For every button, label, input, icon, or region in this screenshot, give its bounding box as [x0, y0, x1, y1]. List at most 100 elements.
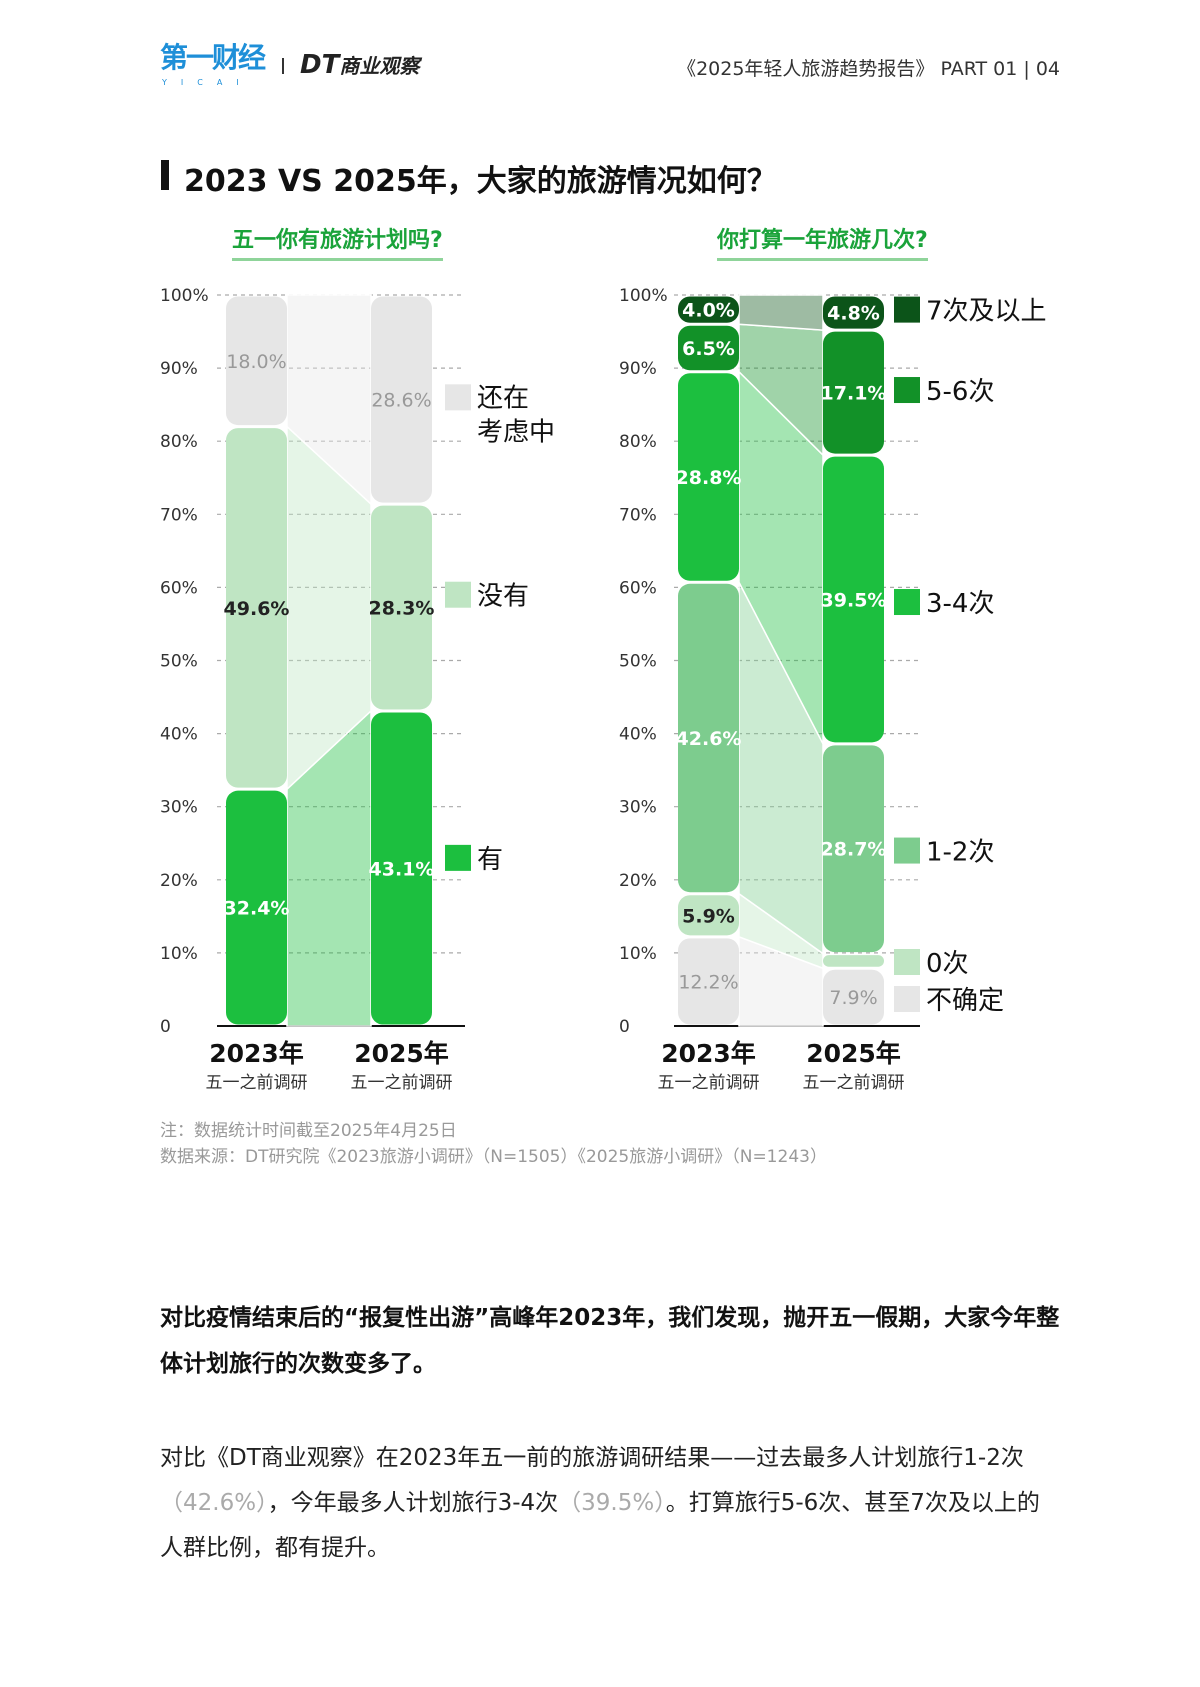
data-label: 28.7% — [821, 839, 887, 861]
data-label: 6.5% — [682, 338, 735, 360]
y-tick-label: 100% — [160, 286, 209, 306]
text: 。打算旅行5-6次、甚至7次及以上的人群比例，都有提升。 — [160, 1490, 1040, 1561]
bar-segment — [371, 296, 432, 503]
data-label: 42.6% — [676, 728, 742, 750]
y-tick-label: 40% — [619, 725, 657, 745]
legend-swatch — [445, 844, 471, 871]
bar-segment — [823, 331, 884, 454]
dt-logo: DT商业观察 — [300, 50, 419, 81]
data-label: 18.0% — [226, 351, 286, 373]
notes: 注：数据统计时间截至2025年4月25日 数据来源：DT研究院《2023旅游小调… — [160, 1118, 827, 1170]
data-label: 4.8% — [827, 303, 880, 325]
bar-segment — [371, 712, 432, 1025]
y-tick-label: 70% — [619, 505, 657, 525]
data-label: 5.9% — [682, 905, 735, 927]
text: 对比《DT商业观察》在2023年五一前的旅游调研结果——过去最多人计划旅行1-2… — [160, 1445, 1024, 1471]
y-tick-label: 0 — [619, 1017, 630, 1037]
title-marker — [161, 160, 169, 190]
value-note: （39.5%） — [558, 1490, 666, 1516]
bar-segment — [678, 296, 739, 323]
bar-segment — [823, 969, 884, 1025]
legend-label: 0次 — [926, 949, 969, 979]
legend-label: 7次及以上 — [926, 297, 1047, 327]
y-tick-label: 10% — [619, 944, 657, 964]
legend-swatch — [894, 949, 920, 975]
legend-label: 5-6次 — [926, 377, 994, 407]
legend-label: 还在 — [477, 383, 529, 413]
bar-segment — [678, 325, 739, 371]
y-tick-label: 10% — [160, 944, 198, 964]
yicai-logo: 第一财经 — [160, 41, 266, 74]
y-tick-label: 70% — [160, 505, 198, 525]
legend-swatch — [445, 384, 471, 411]
legend-label: 不确定 — [926, 986, 1004, 1016]
x-category-sublabel: 五一之前调研 — [351, 1073, 453, 1093]
y-tick-label: 80% — [619, 432, 657, 452]
legend-swatch — [894, 589, 920, 616]
yicai-logo-sub: YICAI — [162, 78, 253, 87]
y-tick-label: 40% — [160, 725, 198, 745]
x-category-label: 2023年 — [661, 1039, 756, 1068]
note-line: 注：数据统计时间截至2025年4月25日 — [160, 1121, 457, 1141]
x-category-label: 2023年 — [209, 1039, 304, 1068]
y-tick-label: 20% — [619, 871, 657, 891]
bar-segment — [823, 456, 884, 743]
y-tick-label: 60% — [160, 578, 198, 598]
bar-segment — [823, 955, 884, 967]
bar-segment — [226, 428, 287, 788]
dt-logo-mark: DT — [300, 50, 340, 80]
logo-divider — [282, 58, 284, 74]
y-tick-label: 0 — [160, 1017, 171, 1037]
bar-segment — [371, 505, 432, 710]
legend-swatch — [894, 837, 920, 864]
x-category-label: 2025年 — [806, 1039, 901, 1068]
bar-segment — [823, 745, 884, 953]
bar-segment — [678, 373, 739, 581]
data-label: 28.3% — [369, 598, 435, 620]
x-category-sublabel: 五一之前调研 — [206, 1073, 308, 1093]
chart1-title: 五一你有旅游计划吗? — [232, 222, 443, 261]
y-tick-label: 30% — [619, 798, 657, 818]
bar-segment — [823, 296, 884, 329]
data-label: 7.9% — [829, 987, 877, 1009]
y-tick-label: 50% — [619, 652, 657, 672]
legend-label: 没有 — [477, 582, 529, 612]
y-tick-label: 20% — [160, 871, 198, 891]
data-label: 39.5% — [821, 589, 887, 611]
report-header: 《2025年轻人旅游趋势报告》 PART 01 | 04 — [677, 58, 1060, 80]
legend-swatch — [894, 986, 920, 1012]
legend-swatch — [445, 581, 471, 608]
data-label: 28.8% — [676, 467, 742, 489]
text: ，今年最多人计划旅行3-4次 — [267, 1490, 559, 1516]
summary-paragraph: 对比疫情结束后的“报复性出游”高峰年2023年，我们发现，抛开五一假期，大家今年… — [160, 1305, 1060, 1377]
legend-swatch — [894, 296, 920, 323]
data-label: 32.4% — [224, 898, 290, 920]
data-label: 43.1% — [369, 858, 435, 880]
chart2-title: 你打算一年旅游几次? — [717, 222, 928, 261]
source-line: 数据来源：DT研究院《2023旅游小调研》（N=1505）《2025旅游小调研》… — [160, 1147, 827, 1167]
connector-band — [738, 294, 824, 331]
data-label: 49.6% — [224, 598, 290, 620]
y-tick-label: 90% — [619, 359, 657, 379]
detail-paragraph: 对比《DT商业观察》在2023年五一前的旅游调研结果——过去最多人计划旅行1-2… — [160, 1436, 1060, 1571]
data-label: 4.0% — [682, 300, 735, 322]
legend-label: 考虑中 — [477, 417, 555, 447]
data-label: 28.6% — [371, 390, 431, 412]
x-category-sublabel: 五一之前调研 — [658, 1073, 760, 1093]
legend-label: 3-4次 — [926, 589, 994, 619]
y-tick-label: 30% — [160, 798, 198, 818]
data-label: 17.1% — [821, 383, 887, 405]
x-category-sublabel: 五一之前调研 — [803, 1073, 905, 1093]
dt-logo-text: 商业观察 — [339, 54, 420, 78]
x-category-label: 2025年 — [354, 1039, 449, 1068]
y-tick-label: 60% — [619, 578, 657, 598]
y-tick-label: 90% — [160, 359, 198, 379]
y-tick-label: 100% — [619, 286, 668, 306]
legend-label: 有 — [477, 845, 503, 875]
page-title: 2023 VS 2025年，大家的旅游情况如何？ — [184, 164, 777, 199]
legend-label: 1-2次 — [926, 838, 994, 868]
legend-swatch — [894, 377, 920, 404]
bar-segment — [678, 583, 739, 893]
bar-segment — [226, 790, 287, 1025]
